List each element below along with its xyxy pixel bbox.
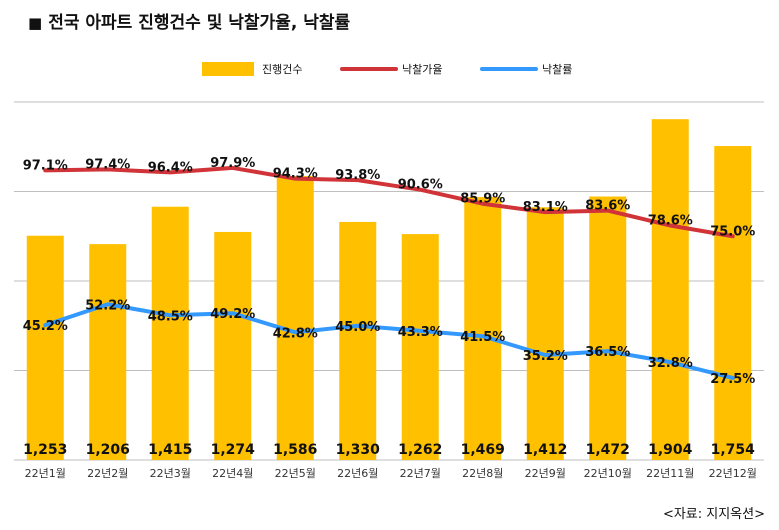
success-rate-label-9: 35.2% [523, 349, 568, 364]
chart-title-text: 전국 아파트 진행건수 및 낙찰가율, 낙찰률 [48, 13, 351, 33]
bar-4 [214, 231, 252, 460]
data-labels-group: 1,253 1,206 1,415 1,274 1,586 1,330 1,262 1,469… [23, 156, 756, 458]
bar-10 [589, 196, 627, 460]
source-note: <자료: 지지옥션> [662, 507, 765, 522]
success-rate-label-6: 45.0% [335, 320, 380, 335]
success-rate-line [43, 302, 735, 380]
bar-value-label-3: 1,415 [148, 442, 192, 458]
title-square-icon: ■ [28, 14, 43, 32]
x-tick-label-8: 22년8월 [462, 467, 503, 480]
bar-5 [276, 176, 314, 460]
success-rate-label-3: 48.5% [148, 309, 193, 324]
success-rate-label-5: 42.8% [273, 326, 318, 341]
sale-rate-label-1: 97.1% [23, 158, 68, 173]
bar-value-label-7: 1,262 [398, 442, 442, 458]
sale-rate-label-3: 96.4% [148, 160, 193, 175]
x-tick-labels: 22년1월 22년2월 22년3월 22년4월 22년5월 22년6월 22년7월 22년8월… [25, 467, 757, 480]
x-tick-label-2: 22년2월 [87, 467, 128, 480]
x-tick-label-6: 22년6월 [337, 467, 378, 480]
x-tick-label-10: 22년10월 [584, 467, 632, 480]
success-rate-label-1: 45.2% [23, 319, 68, 334]
bar-value-label-8: 1,469 [461, 442, 505, 458]
bar-value-label-9: 1,412 [523, 442, 567, 458]
success-rate-label-2: 52.2% [85, 298, 130, 313]
gridlines [14, 101, 764, 461]
success-rate-label-11: 32.8% [648, 356, 693, 371]
bar-value-label-6: 1,330 [336, 442, 381, 458]
legend: 진행건수 낙찰가율 낙찰률 [202, 62, 572, 76]
success-rate-label-7: 43.3% [398, 325, 443, 340]
success-rate-label-4: 49.2% [210, 307, 255, 322]
x-tick-label-11: 22년11월 [646, 467, 694, 480]
x-tick-label-4: 22년4월 [212, 467, 253, 480]
bar-value-label-10: 1,472 [586, 442, 630, 458]
x-tick-label-3: 22년3월 [150, 467, 191, 480]
x-tick-label-9: 22년9월 [525, 467, 566, 480]
legend-sale-rate-label: 낙찰가율 [402, 63, 442, 76]
bar-9 [526, 207, 564, 460]
bar-7 [401, 234, 439, 460]
bar-series-group [26, 119, 752, 461]
sale-rate-label-8: 85.9% [460, 192, 505, 207]
sale-rate-label-12: 75.0% [710, 224, 755, 239]
bar-2 [89, 244, 127, 460]
x-tick-label-7: 22년7월 [400, 467, 441, 480]
sale-rate-label-7: 90.6% [398, 178, 443, 193]
bar-6 [339, 221, 377, 460]
bar-value-label-4: 1,274 [211, 442, 256, 458]
sale-rate-label-10: 83.6% [585, 199, 630, 214]
sale-rate-label-11: 78.6% [648, 214, 693, 229]
bar-12 [714, 146, 752, 460]
legend-success-rate-label: 낙찰률 [542, 63, 572, 76]
legend-bar-swatch [202, 62, 254, 76]
bar-3 [151, 206, 189, 460]
sale-rate-label-9: 83.1% [523, 200, 568, 215]
bar-value-label-1: 1,253 [23, 442, 67, 458]
sale-rate-label-5: 94.3% [273, 167, 318, 182]
success-rate-label-10: 36.5% [585, 345, 630, 360]
bar-8 [464, 197, 502, 460]
sale-rate-line [43, 165, 735, 239]
x-tick-label-5: 22년5월 [275, 467, 316, 480]
bar-value-label-2: 1,206 [86, 442, 130, 458]
x-tick-label-12: 22년12월 [709, 467, 757, 480]
bar-11 [651, 119, 689, 461]
bar-value-label-5: 1,586 [273, 442, 317, 458]
bar-1 [26, 235, 64, 460]
sale-rate-label-2: 97.4% [85, 157, 130, 172]
chart-title: ■ 전국 아파트 진행건수 및 낙찰가율, 낙찰률 [28, 8, 350, 33]
bar-value-label-11: 1,904 [648, 442, 693, 458]
line-series-group [43, 165, 735, 380]
bar-value-label-12: 1,754 [711, 442, 756, 458]
sale-rate-label-4: 97.9% [210, 156, 255, 171]
sale-rate-label-6: 93.8% [335, 168, 380, 183]
success-rate-label-12: 27.5% [710, 372, 755, 387]
success-rate-label-8: 41.5% [460, 330, 505, 345]
x-tick-label-1: 22년1월 [25, 467, 66, 480]
legend-bar-label: 진행건수 [262, 63, 302, 76]
